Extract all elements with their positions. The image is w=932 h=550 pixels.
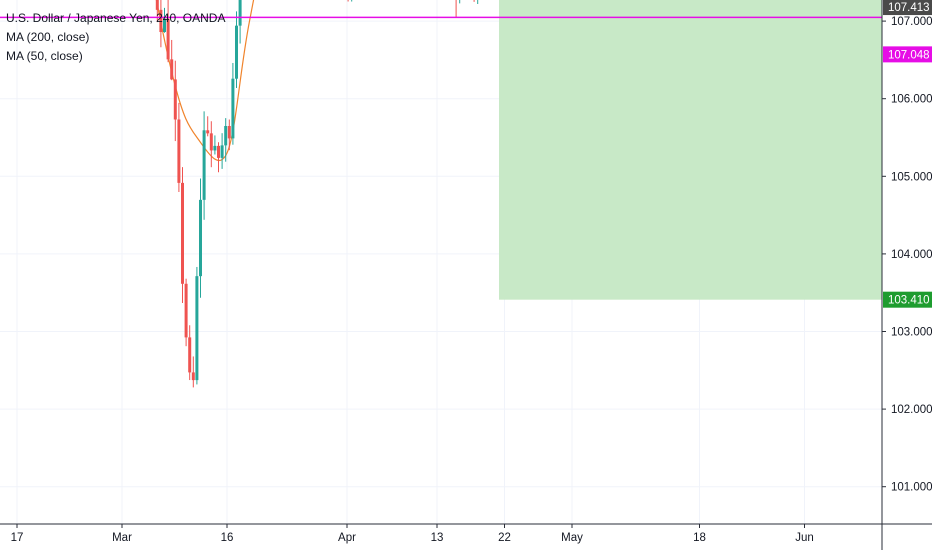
candle-body (238, 0, 242, 26)
indicator-ma50[interactable]: MA (50, close) (6, 49, 83, 63)
x-tick-label: 13 (431, 532, 444, 544)
x-tick-label: May (561, 532, 583, 544)
candle-body (195, 276, 199, 381)
candle-body (188, 337, 192, 373)
candle-body (173, 79, 177, 120)
candle-body (170, 59, 174, 80)
x-tick-label: 18 (693, 532, 706, 544)
support-price-tag: 107.048 (888, 49, 930, 61)
x-tick-label: 17 (11, 532, 24, 544)
support-price-tag-bg (883, 46, 932, 63)
chart-legend: U.S. Dollar / Japanese Yen, 240, OANDA M… (6, 9, 225, 66)
candle-body (213, 145, 217, 151)
candle-body (181, 182, 184, 284)
candle-body (227, 126, 231, 139)
symbol-title: U.S. Dollar / Japanese Yen, 240, OANDA (6, 11, 226, 25)
x-tick-label: Mar (112, 532, 132, 544)
x-tick-label: Jun (795, 532, 814, 544)
candle-body (177, 119, 181, 183)
candle-body (209, 133, 213, 151)
candles (155, 0, 479, 388)
y-tick-label: 104.000 (891, 249, 932, 261)
x-tick-label: 16 (221, 532, 234, 544)
entry-price-tag: 107.413 (888, 2, 930, 14)
candle-body (191, 372, 195, 381)
candle-body (235, 25, 238, 79)
y-tick-label: 105.000 (891, 171, 932, 183)
y-tick-label: 106.000 (891, 94, 932, 106)
long-position-zones[interactable] (0, 0, 882, 300)
candle-body (231, 78, 235, 139)
candle-body (166, 18, 170, 60)
candle-body (199, 199, 202, 277)
candle-body (155, 0, 159, 10)
candle-body (159, 9, 163, 33)
candle-body (217, 145, 220, 158)
candle-body (202, 130, 206, 200)
moving-averages (155, 0, 255, 162)
x-tick-label: Apr (338, 532, 356, 544)
target-price-tag-bg (883, 291, 932, 308)
x-tick-label: 22 (498, 532, 511, 544)
candle-body (184, 283, 188, 338)
indicator-ma200[interactable]: MA (200, close) (6, 30, 90, 44)
y-tick-label: 102.000 (891, 404, 932, 416)
drawings[interactable] (0, 0, 882, 19)
y-tick-label: 101.000 (891, 482, 932, 494)
candle-body (224, 126, 228, 146)
ma-50-line (155, 0, 255, 162)
target-price-tag: 103.410 (888, 295, 930, 307)
candle-body (206, 130, 210, 134)
y-tick-label: 103.000 (891, 327, 932, 339)
take-profit-zone (499, 0, 882, 300)
entry-price-tag-bg (883, 0, 932, 16)
candle-body (163, 18, 166, 33)
y-tick-label: 107.000 (891, 16, 932, 28)
candle-body (220, 145, 224, 158)
